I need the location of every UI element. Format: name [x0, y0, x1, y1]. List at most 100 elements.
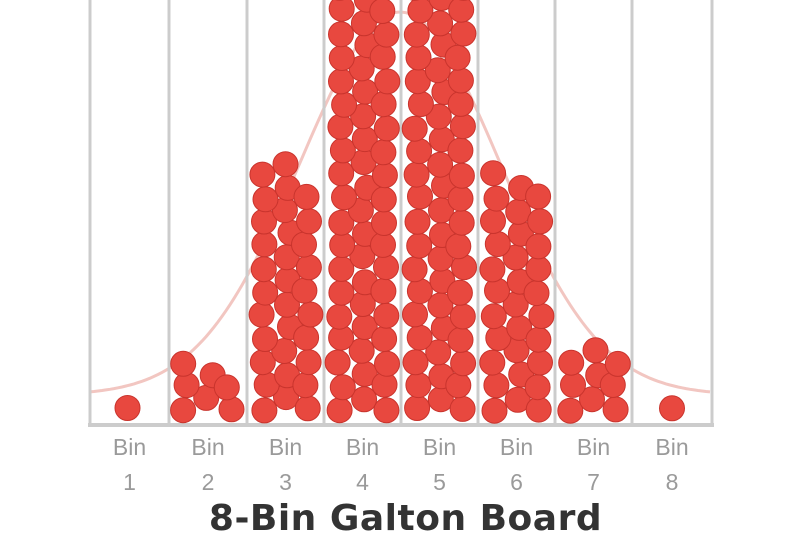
ball	[525, 326, 552, 353]
ball	[450, 20, 477, 47]
ball	[328, 279, 355, 306]
ball	[294, 395, 321, 422]
ball	[373, 115, 400, 142]
ball	[428, 0, 455, 11]
ball	[370, 231, 396, 258]
ball	[484, 277, 510, 304]
bin-label-word-2: Bin	[191, 434, 224, 460]
ball	[525, 396, 552, 423]
ball	[659, 395, 685, 422]
ball	[373, 397, 400, 424]
bin-label-number-4: 4	[356, 469, 369, 495]
ball	[582, 337, 609, 364]
ball	[329, 137, 356, 164]
ball	[407, 91, 434, 117]
ball	[371, 326, 398, 352]
ball	[252, 186, 279, 213]
ball	[445, 372, 472, 399]
ball	[250, 256, 277, 283]
ball	[483, 372, 510, 399]
ball	[557, 397, 584, 424]
ball	[401, 256, 428, 283]
ball	[251, 397, 278, 424]
ball	[218, 396, 245, 423]
ball	[297, 301, 324, 328]
ball	[404, 208, 431, 235]
ball	[483, 185, 510, 212]
bin-labels: Bin 1 Bin 2 Bin 3 Bin 4 Bin 5 Bin 6 Bin 7 Bin 8	[113, 434, 689, 495]
ball	[371, 162, 398, 189]
ball	[484, 231, 511, 257]
ball	[407, 0, 434, 24]
ball	[444, 44, 471, 71]
ball	[292, 372, 319, 399]
ball	[523, 280, 550, 307]
ball	[405, 44, 432, 71]
ball	[403, 21, 430, 48]
bin-label-number-1: 1	[123, 469, 136, 495]
ball	[251, 231, 278, 258]
ball	[602, 396, 629, 423]
ball	[406, 324, 433, 351]
ball	[327, 113, 354, 140]
ball	[114, 395, 141, 421]
ball	[291, 277, 318, 304]
balls-layer	[114, 0, 685, 424]
ball	[447, 67, 474, 94]
ball	[406, 232, 433, 259]
ball	[447, 137, 474, 164]
ball	[407, 183, 433, 210]
bin-label-word-6: Bin	[500, 434, 533, 460]
ball	[479, 256, 506, 283]
ball	[425, 103, 452, 130]
ball	[450, 350, 477, 377]
ball	[370, 186, 397, 213]
bin-label-word-1: Bin	[113, 434, 146, 460]
ball	[528, 303, 555, 329]
ball	[328, 21, 354, 48]
ball	[480, 160, 507, 187]
ball	[448, 209, 475, 236]
board-title: 8-Bin Galton Board	[208, 498, 603, 539]
ball	[447, 90, 474, 117]
ball	[328, 0, 355, 22]
ball	[329, 374, 356, 401]
ball	[370, 91, 397, 118]
ball	[449, 395, 476, 422]
ball	[329, 232, 356, 258]
ball	[402, 301, 428, 328]
ball	[170, 350, 197, 377]
ball	[479, 349, 506, 376]
ball	[527, 208, 554, 235]
ball	[328, 45, 355, 71]
ball	[402, 349, 429, 376]
ball	[331, 184, 357, 211]
ball	[293, 183, 320, 210]
ball	[406, 138, 433, 165]
bin-label-number-6: 6	[510, 469, 523, 495]
ball	[370, 278, 397, 305]
ball	[213, 374, 240, 401]
ball	[424, 57, 451, 84]
ball	[173, 372, 200, 399]
ball	[328, 209, 355, 236]
ball	[324, 349, 351, 376]
ball	[295, 254, 322, 281]
bin-label-number-3: 3	[279, 469, 292, 495]
ball	[525, 255, 552, 282]
ball	[448, 162, 475, 189]
ball	[558, 349, 585, 376]
ball	[427, 151, 454, 178]
ball	[445, 233, 472, 260]
ball	[370, 139, 397, 166]
ball	[373, 254, 399, 281]
ball	[328, 160, 355, 187]
ball	[296, 208, 322, 235]
ball	[369, 0, 396, 24]
ball	[170, 397, 197, 424]
bin-label-number-8: 8	[666, 469, 679, 495]
ball	[405, 372, 432, 399]
ball	[447, 326, 474, 353]
ball	[248, 301, 275, 328]
galton-board: Bin 1 Bin 2 Bin 3 Bin 4 Bin 5 Bin 6 Bin 7 Bin 8	[88, 0, 714, 495]
